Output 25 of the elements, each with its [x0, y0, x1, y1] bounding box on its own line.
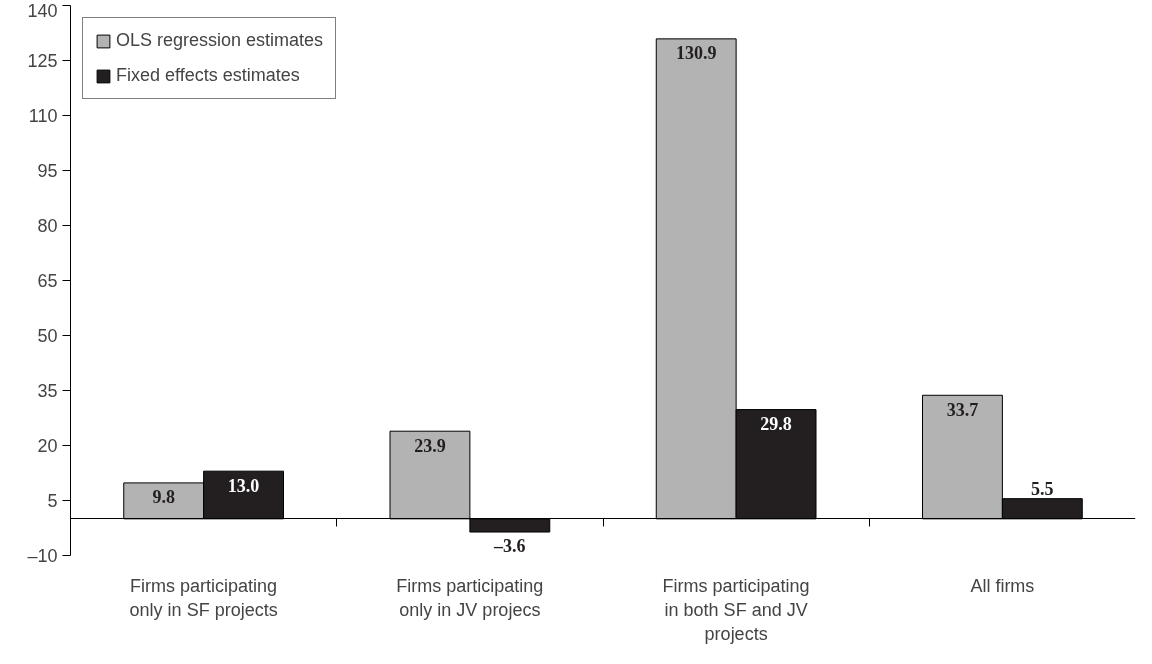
y-tick-label: 140 [27, 0, 58, 21]
data-label: –3.6 [493, 535, 526, 556]
legend-label: OLS regression estimates [116, 30, 324, 51]
data-label: 13.0 [227, 475, 260, 496]
y-tick-label: 125 [27, 50, 58, 71]
y-tick-label: 20 [37, 435, 58, 456]
data-label: 23.9 [414, 435, 446, 456]
y-tick-label: 95 [37, 160, 58, 181]
x-tick-label: All firms [970, 575, 1035, 596]
data-label: 29.8 [760, 413, 792, 434]
legend-label: Fixed effects estimates [116, 65, 300, 86]
y-tick-label: 80 [37, 215, 58, 236]
data-label: 9.8 [152, 487, 175, 508]
y-tick-label: 110 [28, 105, 58, 126]
data-label: 33.7 [946, 399, 979, 420]
data-label: 5.5 [1031, 479, 1054, 499]
y-tick-label: 65 [37, 270, 58, 291]
x-tick-label: Firms participating only in SF projects [129, 575, 278, 620]
x-tick-label: Firms participating in both SF and JV projects [662, 575, 810, 644]
y-tick-label: 50 [37, 325, 58, 346]
y-tick-label: 5 [47, 490, 58, 511]
y-tick-label: 35 [37, 380, 58, 401]
x-tick-label: Firms participating only in JV projecs [396, 575, 544, 620]
y-tick-label: –10 [27, 545, 58, 566]
data-label: 130.9 [675, 43, 717, 64]
